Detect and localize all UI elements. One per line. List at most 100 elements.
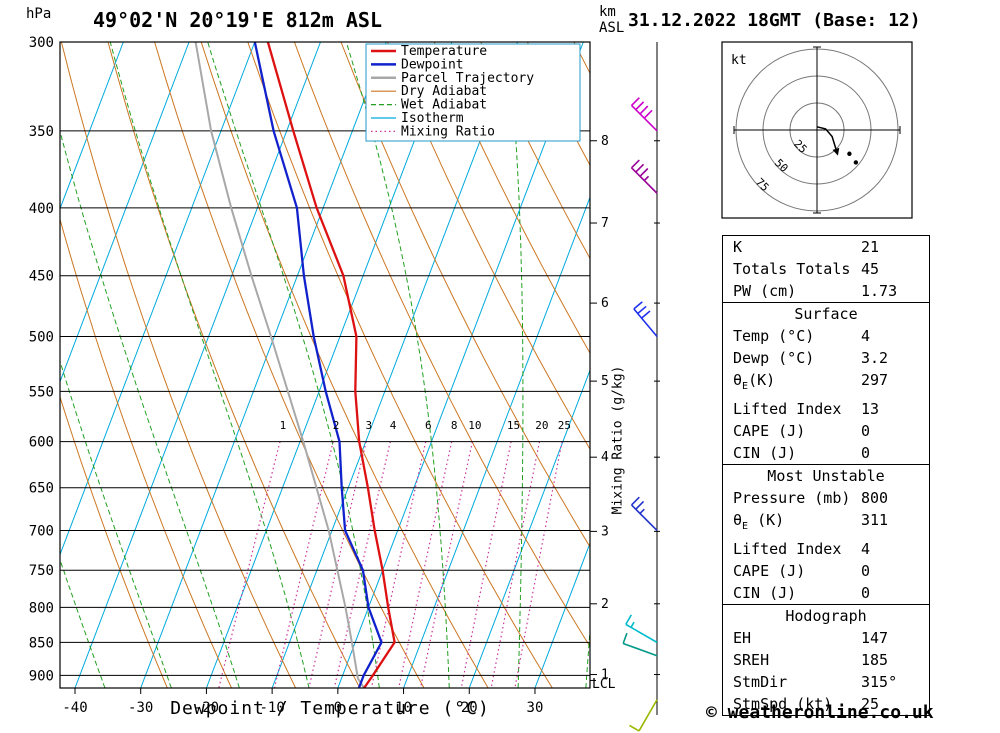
pressure-tick-label: 850 — [29, 635, 54, 651]
temperature-tick-label: -10 — [259, 700, 284, 716]
pressure-tick-label: 750 — [29, 563, 54, 579]
table-value: 0 — [861, 562, 871, 580]
table-value: 3.2 — [861, 349, 889, 367]
mixing-ratio-value: 1 — [280, 419, 287, 432]
table-label: CIN (J) — [733, 444, 797, 462]
dewpoint-line — [253, 42, 383, 688]
mixing-ratio-value: 20 — [535, 419, 548, 432]
table-value: 297 — [861, 371, 889, 389]
footer-credit: © weatheronline.co.uk — [706, 702, 934, 723]
wind-barb — [630, 504, 658, 532]
table-row: PW (cm) 1.73 — [723, 280, 929, 302]
plot-border — [59, 41, 591, 689]
table-value: 13 — [861, 400, 880, 418]
pressure-gridlines — [60, 41, 590, 676]
table-value: 0 — [861, 444, 871, 462]
table-label: Lifted Index — [733, 400, 842, 418]
run-label: 31.12.2022 18GMT (Base: 12) — [628, 10, 921, 31]
table-group: Most Unstable Pressure (mb) 800 θE (K) 311 Li… — [722, 464, 930, 605]
mixing-ratio-value: 2 — [333, 419, 340, 432]
km-tick-label: 6 — [601, 296, 609, 311]
mixing-ratio-value: 8 — [451, 419, 458, 432]
table-group: Hodograph EH 147 SREH 185 StmDir 315° StmSpd (k… — [722, 604, 930, 716]
km-tick-label: 7 — [601, 216, 609, 231]
table-row: CIN (J) 0 — [723, 442, 929, 464]
table-section-header: Hodograph — [785, 607, 867, 625]
table-value: 147 — [861, 629, 889, 647]
height-unit-asl: ASL — [599, 20, 625, 36]
table-value: 1.73 — [861, 282, 898, 300]
km-tick-label: 8 — [601, 134, 609, 149]
table-row: StmSpd (kt) 25 — [723, 693, 929, 715]
table-value: 4 — [861, 327, 871, 345]
km-tick-label: 2 — [601, 597, 609, 612]
legend-item-label: Dry Adiabat — [401, 84, 487, 99]
wind-barb — [638, 699, 658, 732]
pressure-tick-label: 600 — [29, 435, 54, 451]
table-value: 0 — [861, 422, 871, 440]
table-label: SREH — [733, 651, 770, 669]
temperature-tick-label: -40 — [62, 700, 87, 716]
pressure-tick-label: 900 — [29, 668, 54, 684]
table-group: Surface Temp (°C) 4 Dewp (°C) 3.2 θE(K) 297 Lif… — [722, 302, 930, 465]
table-label: Lifted Index — [733, 540, 842, 558]
table-row: CAPE (J) 0 — [723, 420, 929, 442]
table-label: Pressure (mb) — [733, 489, 851, 507]
legend-item-label: Isotherm — [401, 111, 464, 126]
mixing-ratio-labels: 1 2 3 4 6 8 10 15 20 25 — [280, 419, 571, 432]
table-value: 4 — [861, 540, 871, 558]
table-value: 21 — [861, 238, 880, 256]
km-tick-label: 4 — [601, 450, 609, 465]
table-row: Totals Totals 45 — [723, 258, 929, 280]
table-value: 0 — [861, 584, 871, 602]
height-unit-label: km ASL — [599, 4, 624, 36]
table-label: StmDir — [733, 673, 788, 691]
pressure-tick-label: 800 — [29, 600, 54, 616]
parcel-trajectory-line — [194, 42, 365, 688]
pressure-tick-label: 500 — [29, 329, 54, 345]
table-row: K 21 — [723, 236, 929, 258]
table-row: θE (K) 311 — [723, 509, 929, 538]
pressure-tick-label: 450 — [29, 269, 54, 285]
wind-barb-column — [622, 42, 660, 732]
temperature-tick-label: 20 — [461, 700, 478, 716]
pressure-tick-label: 300 — [29, 35, 54, 51]
mixing-ratio-value: 4 — [390, 419, 397, 432]
km-tick-label: 3 — [601, 524, 609, 539]
temperature-tick-label: 10 — [395, 700, 412, 716]
table-row: Lifted Index 4 — [723, 538, 929, 560]
table-section-header: Surface — [794, 305, 858, 323]
pressure-tick-label: 400 — [29, 201, 54, 217]
table-label: Temp (°C) — [733, 327, 815, 345]
table-label: K — [733, 238, 743, 256]
table-group: K 21 Totals Totals 45 PW (cm) 1.73 — [722, 235, 930, 303]
lcl-label: LCL — [592, 677, 616, 692]
table-label: CIN (J) — [733, 584, 797, 602]
table-section-header: Most Unstable — [767, 467, 885, 485]
wind-barb — [622, 642, 658, 657]
table-label: EH — [733, 629, 752, 647]
temperature-tick-label: 0 — [334, 700, 342, 716]
temperature-tick-label: -20 — [194, 700, 219, 716]
table-row: Lifted Index 13 — [723, 398, 929, 420]
legend-item-label: Temperature — [401, 44, 487, 59]
table-row: CIN (J) 0 — [723, 582, 929, 604]
mixing-ratio-value: 6 — [425, 419, 432, 432]
mixing-ratio-value: 15 — [507, 419, 520, 432]
table-label: Totals Totals — [733, 260, 851, 278]
mixing-ratio-axis-label: Mixing Ratio (g/kg) — [610, 365, 626, 515]
table-value: 311 — [861, 511, 889, 529]
hodograph-dot — [847, 151, 852, 156]
table-row: Pressure (mb) 800 — [723, 487, 929, 509]
hodograph-unit-label: kt — [731, 53, 747, 68]
axis-ticks-labels: 300350400450500550600650700750800850900-… — [29, 35, 609, 716]
mixing-ratio-value: 10 — [468, 419, 481, 432]
hodograph-dot — [853, 160, 859, 165]
temperature-line — [266, 42, 396, 688]
legend-item-label: Wet Adiabat — [401, 98, 487, 113]
pressure-unit-label: hPa — [26, 6, 52, 22]
hodograph-trace — [816, 126, 837, 150]
